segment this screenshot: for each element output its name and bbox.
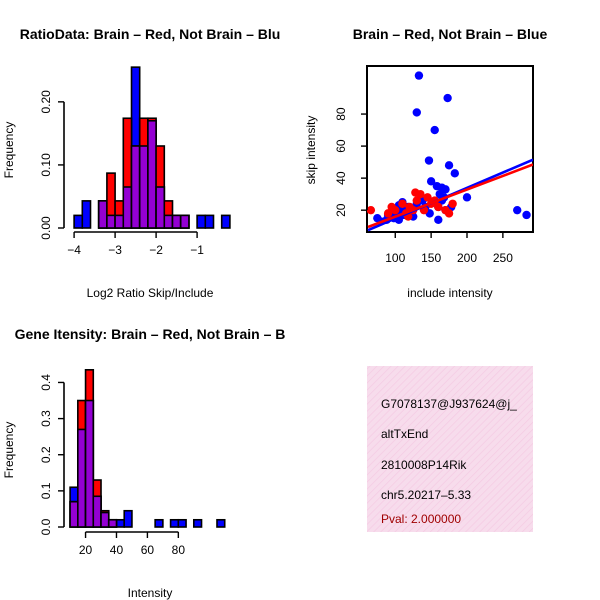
info-pval: Pval: 2.000000 [381,512,461,526]
blue-point [450,169,460,178]
blue-point [373,213,382,223]
red-point [444,209,454,218]
overlap-bar [107,518,118,528]
x-tick-label: −2 [149,243,163,257]
overlap-bar [69,500,79,528]
blue-point [443,93,452,103]
blue-bar [192,518,203,528]
red-point [423,193,432,202]
overlap-bar [84,399,95,528]
info-probe-id: G7078137@J937624@j_ [381,397,517,411]
y-tick-label: 40 [334,171,348,185]
info-location: chr5.20217–5.33 [381,488,471,502]
info-hatch [367,366,533,532]
blue-bar [73,214,84,229]
y-tick-label: 0.10 [39,153,53,177]
red-point [398,199,407,208]
overlap-bar [106,214,116,229]
overlap-bar [100,511,110,528]
overlap-bar [77,428,87,528]
y-tick-label: 20 [334,203,348,217]
overlap-bar [122,186,133,229]
info-gene: 2810008P14Rik [381,458,467,472]
y-tick-label: 0.00 [39,216,53,240]
blue-point [430,125,439,135]
overlap-bar [130,145,141,229]
x-tick-label: 60 [141,543,155,557]
blue-point [513,205,522,215]
info-panel: G7078137@J937624@j_ altTxEnd 2810008P14R… [367,366,533,532]
intensity-histogram-xlabel: Intensity [128,586,173,600]
red-point [367,205,376,215]
blue-bar [154,518,164,528]
y-tick-label: 0.4 [39,374,53,391]
overlap-bar [138,145,149,229]
blue-point [434,215,443,224]
y-tick-label: 80 [334,107,348,121]
x-tick-label: 100 [385,251,405,265]
blue-bar [204,214,215,229]
overlap-bar [171,214,182,229]
intensity-scatter: Brain – Red, Not Brain – Blue skip inten… [304,26,547,300]
blue-point [424,156,434,165]
red-point [412,196,421,205]
x-tick-label: 250 [493,251,513,265]
red-point [434,202,443,212]
ratio-histogram: RatioData: Brain – Red, Not Brain – Blu … [2,26,280,300]
scatter-title: Brain – Red, Not Brain – Blue [353,26,548,42]
y-tick-label: 0.3 [39,410,53,427]
y-tick-label: 0.0 [39,518,53,535]
y-tick-label: 60 [334,139,348,153]
x-tick-label: −3 [108,243,122,257]
x-tick-label: 20 [79,543,93,557]
scatter-ylabel: skip intensity [304,116,318,185]
blue-point [444,161,454,170]
red-fit-line [367,163,533,229]
overlap-bar [92,495,102,528]
blue-bar [177,518,187,528]
ratio-histogram-xlabel: Log2 Ratio Skip/Include [87,286,214,300]
ratio-histogram-ylabel: Frequency [2,122,16,179]
intensity-histogram: Gene Itensity: Brain – Red, Not Brain – … [2,326,285,600]
overlap-bar [114,214,125,229]
red-point [448,199,457,208]
blue-bar [115,518,126,528]
blue-bar [216,518,226,528]
blue-point [426,177,436,186]
overlap-bar [155,186,166,229]
ratio-histogram-title: RatioData: Brain – Red, Not Brain – Blu [20,26,281,42]
x-tick-label: −4 [67,243,81,257]
blue-bar [196,214,207,229]
info-event-type: altTxEnd [381,427,428,441]
overlap-bar [179,214,190,229]
intensity-histogram-ylabel: Frequency [2,422,16,479]
y-tick-label: 0.2 [39,446,53,463]
blue-point [522,210,531,220]
x-tick-label: 80 [172,543,186,557]
y-tick-label: 0.20 [39,90,53,114]
blue-bar [123,509,133,528]
intensity-histogram-title: Gene Itensity: Brain – Red, Not Brain – … [15,326,286,342]
x-tick-label: 150 [421,251,441,265]
blue-point [462,193,472,202]
red-point [411,188,420,197]
blue-bar [169,518,180,528]
x-tick-label: 40 [110,543,124,557]
red-point [391,205,400,215]
overlap-bar [97,200,108,229]
blue-point [414,71,424,80]
overlap-bar [147,119,157,229]
red-point [383,209,393,218]
blue-point [412,108,421,117]
y-tick-label: 0.1 [39,482,53,499]
x-tick-label: −1 [190,243,204,257]
blue-bar [81,200,92,229]
scatter-xlabel: include intensity [407,286,492,300]
blue-point [441,185,450,194]
blue-bar [220,214,231,229]
overlap-bar [163,214,174,229]
x-tick-label: 200 [457,251,477,265]
